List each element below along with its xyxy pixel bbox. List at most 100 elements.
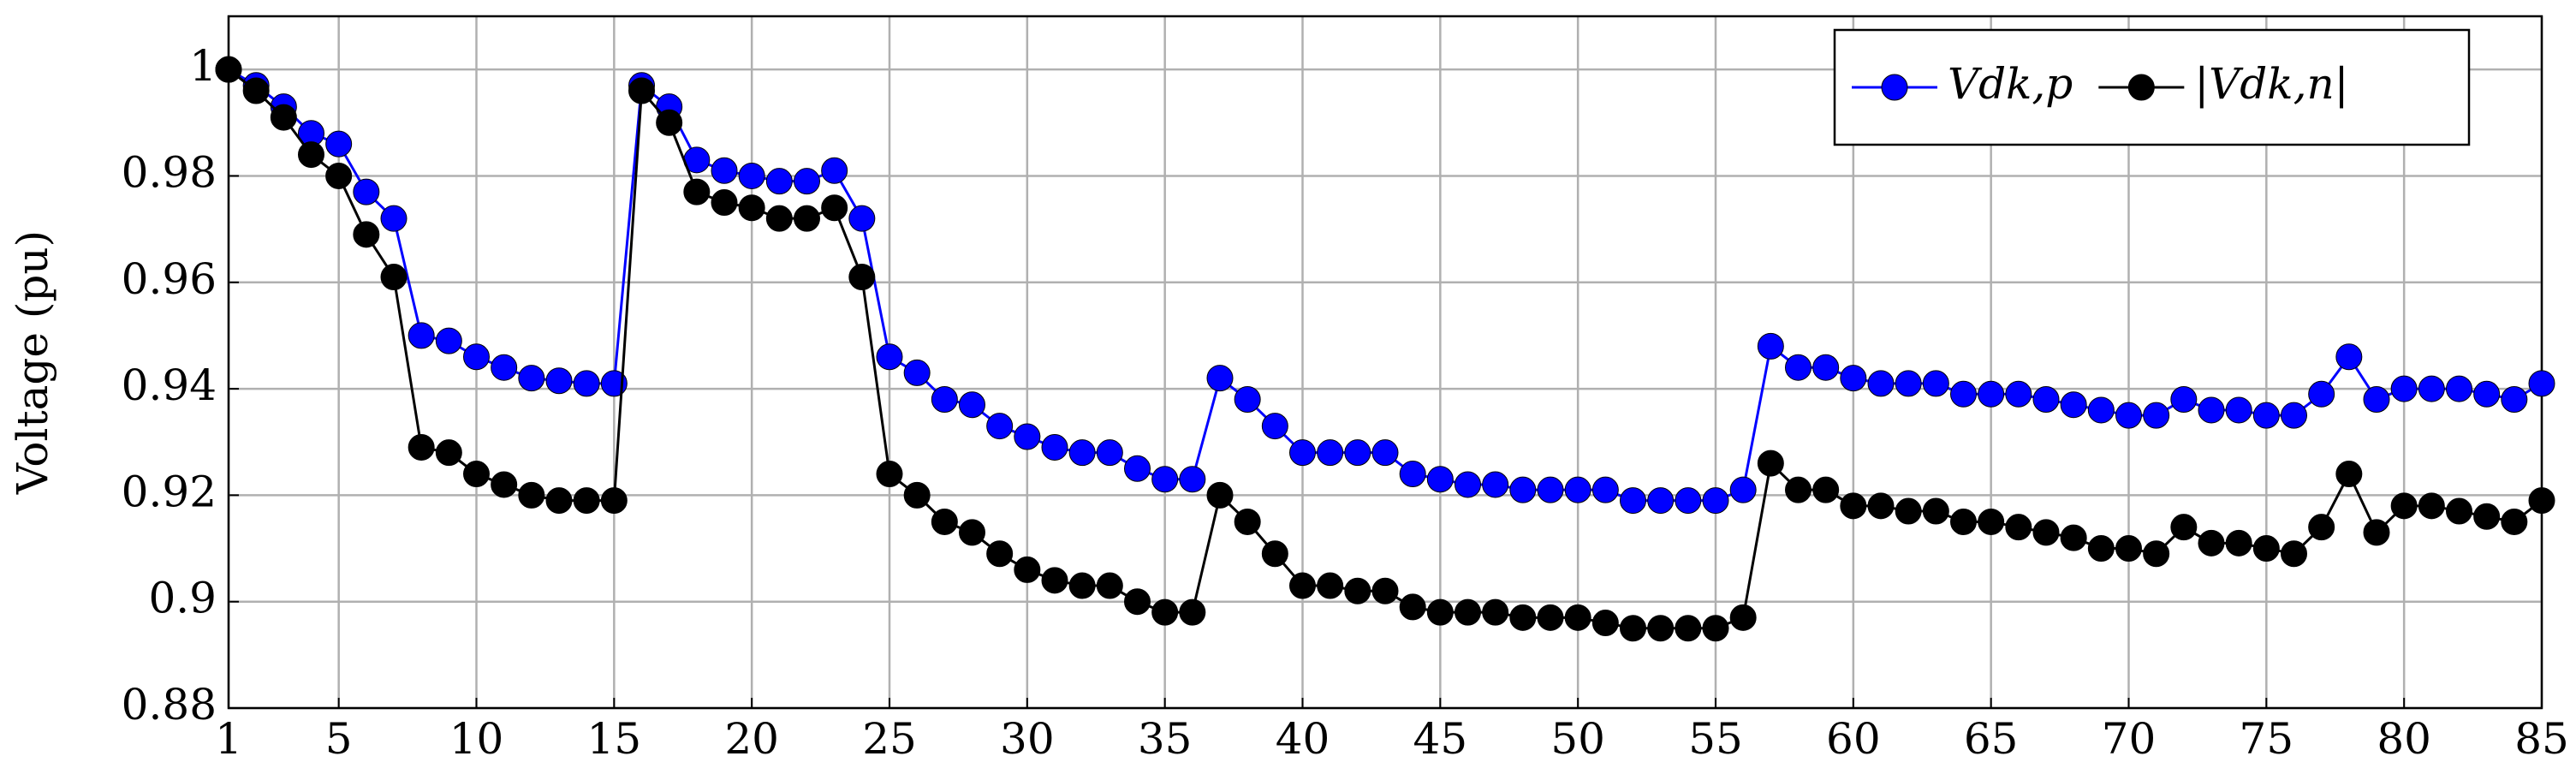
data-point — [573, 487, 600, 515]
x-tick-label: 20 — [724, 714, 779, 764]
x-tick-label: 75 — [2240, 714, 2294, 764]
data-point — [1812, 476, 1840, 503]
data-point — [1757, 450, 1784, 477]
data-point — [1206, 481, 1234, 509]
data-point — [1950, 380, 1977, 408]
data-point — [408, 322, 435, 349]
data-point — [1867, 370, 1895, 397]
data-point — [1371, 577, 1399, 604]
data-point — [1537, 476, 1564, 503]
data-point — [1509, 604, 1537, 631]
data-point — [325, 130, 353, 158]
data-point — [545, 367, 573, 395]
data-point — [986, 540, 1014, 568]
data-point — [2501, 508, 2528, 535]
data-point — [1867, 492, 1895, 520]
data-point — [2087, 535, 2115, 563]
x-tick-label: 65 — [1964, 714, 2019, 764]
x-tick-label: 45 — [1413, 714, 1468, 764]
data-point — [711, 157, 738, 184]
data-point — [1647, 487, 1675, 515]
data-point — [1591, 610, 1619, 637]
data-point — [1041, 567, 1068, 594]
data-point — [1179, 598, 1206, 626]
legend-label: Vdk,p — [1948, 59, 2073, 109]
data-point — [545, 487, 573, 515]
y-tick-label: 0.88 — [122, 680, 217, 729]
data-point — [2170, 386, 2198, 414]
data-point — [2418, 492, 2445, 520]
data-point — [1179, 466, 1206, 493]
data-point — [903, 359, 931, 386]
data-point — [986, 413, 1014, 440]
x-tick-label: 1 — [215, 714, 242, 764]
data-point — [1455, 471, 1481, 498]
data-point — [1591, 476, 1619, 503]
data-point — [1729, 604, 1757, 631]
data-point — [2198, 529, 2225, 557]
data-point — [2281, 402, 2307, 429]
data-point — [1261, 413, 1288, 440]
data-point — [1014, 556, 1041, 583]
data-point — [2005, 514, 2032, 541]
x-tick-label: 70 — [2102, 714, 2157, 764]
data-point — [848, 264, 876, 291]
data-point — [656, 109, 683, 136]
data-point — [1317, 439, 1344, 467]
data-point — [2032, 386, 2060, 414]
data-point — [1675, 615, 1702, 642]
data-point — [1509, 476, 1537, 503]
data-point — [1812, 354, 1840, 381]
data-point — [2032, 519, 2060, 546]
legend-marker — [1881, 74, 1908, 101]
data-point — [1124, 588, 1151, 616]
x-tick-label: 50 — [1550, 714, 1605, 764]
data-point — [2528, 370, 2555, 397]
data-point — [1840, 365, 1867, 392]
data-point — [2170, 514, 2198, 541]
data-point — [959, 519, 985, 546]
x-tick-label: 10 — [449, 714, 504, 764]
data-point — [491, 471, 518, 498]
data-point — [353, 221, 380, 248]
data-point — [1757, 332, 1784, 360]
data-point — [2087, 396, 2115, 424]
data-point — [794, 168, 820, 195]
data-point — [765, 205, 793, 232]
data-point — [931, 386, 958, 414]
x-tick-label: 25 — [862, 714, 917, 764]
data-point — [1702, 487, 1729, 515]
data-point — [215, 56, 242, 83]
data-point — [2060, 391, 2087, 419]
data-point — [2252, 535, 2280, 563]
data-point — [380, 264, 408, 291]
data-point — [408, 433, 435, 461]
data-point — [711, 189, 738, 217]
data-point — [1041, 433, 1068, 461]
data-point — [1978, 380, 2005, 408]
data-point — [1234, 386, 1261, 414]
data-point — [1151, 598, 1179, 626]
data-point — [2418, 375, 2445, 402]
data-point — [1482, 471, 1509, 498]
data-point — [1702, 615, 1729, 642]
data-point — [876, 461, 903, 488]
y-axis-label: Voltage (pu) — [8, 230, 57, 495]
data-point — [2473, 380, 2501, 408]
data-point — [491, 354, 518, 381]
data-point — [1840, 492, 1867, 520]
data-point — [298, 141, 324, 169]
y-tick-label: 0.92 — [122, 467, 217, 516]
data-point — [1455, 598, 1481, 626]
y-tick-label: 0.98 — [122, 147, 217, 197]
data-point — [1399, 461, 1426, 488]
data-point — [821, 194, 848, 222]
data-point — [2335, 461, 2363, 488]
data-point — [2198, 396, 2225, 424]
data-point — [1620, 615, 1646, 642]
x-tick-label: 35 — [1138, 714, 1193, 764]
data-point — [1096, 439, 1123, 467]
data-point — [1537, 604, 1564, 631]
x-tick-label: 55 — [1688, 714, 1743, 764]
